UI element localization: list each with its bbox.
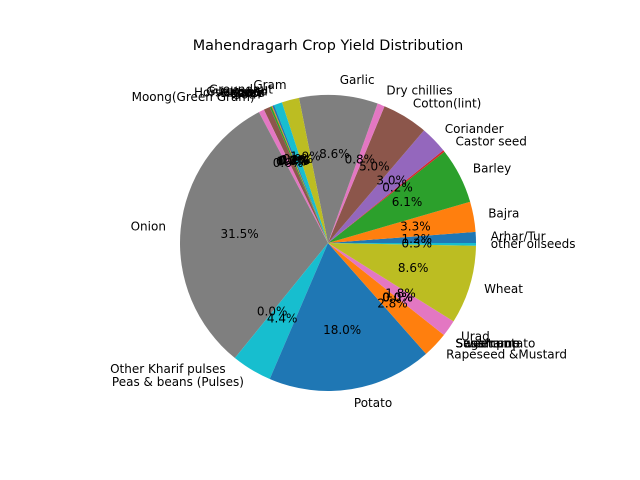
slice-label-barley: Barley xyxy=(473,161,511,175)
slice-label-sesamum: Sesamum xyxy=(456,337,516,351)
slice-label-castor-seed: Castor seed xyxy=(456,134,527,148)
slice-label-bajra: Bajra xyxy=(488,207,519,221)
pie-slice-groundnut xyxy=(274,102,328,243)
pie-slice-guar-seed xyxy=(272,105,328,243)
pct-label-urad: 1.8% xyxy=(385,287,416,301)
pie-slice-potato xyxy=(269,243,427,392)
pie-slice-onion xyxy=(179,112,328,359)
pie-slice-gram xyxy=(281,97,328,243)
pct-label-sannhamp: 0.0% xyxy=(382,291,413,305)
slice-label-cotton-lint: Cotton(lint) xyxy=(413,97,481,111)
chart-title: Mahendragarh Crop Yield Distribution xyxy=(193,38,463,54)
pct-label-bajra: 3.3% xyxy=(400,220,431,234)
pie-slice-urad xyxy=(328,243,454,336)
pct-label-jowar: 0.1% xyxy=(279,153,310,167)
pct-label-onion: 31.5% xyxy=(221,227,259,241)
pie-slice-moong-green-gram xyxy=(258,109,328,243)
pie-slice-wheat xyxy=(328,243,476,322)
pct-label-gram: 1.9% xyxy=(290,150,321,164)
slice-label-dry-chillies: Dry chillies xyxy=(386,84,452,98)
slice-label-wheat: Wheat xyxy=(484,282,523,296)
pie-slice-moth xyxy=(263,106,328,244)
pct-label-horse-gram: 0.2% xyxy=(278,154,309,168)
slice-label-arhar-tur: Arhar/Tur xyxy=(491,229,546,243)
pie-slices xyxy=(179,95,476,392)
slice-label-potato: Potato xyxy=(354,396,392,410)
pct-label-peas-beans-pulses: 4.4% xyxy=(267,312,298,326)
slice-label-sweet-potato: Sweet potato xyxy=(456,337,536,351)
pct-label-rapeseed-mustard: 2.8% xyxy=(377,297,408,311)
pct-label-other-kharif-pulses: 0.0% xyxy=(257,305,288,319)
pct-label-arhar-tur: 1.2% xyxy=(401,232,432,246)
pct-label-coriander: 3.0% xyxy=(376,174,407,188)
pct-label-guar-seed: 0.2% xyxy=(280,153,311,167)
pie-slice-garlic xyxy=(298,95,378,244)
pct-label-sweet-potato: 0.0% xyxy=(382,291,413,305)
slice-label-guar-seed: Guar seed xyxy=(206,84,268,98)
pct-label-garlic: 8.6% xyxy=(319,147,350,161)
pie-slice-arhar-tur xyxy=(328,231,476,243)
pct-label-maize: 0.0% xyxy=(278,154,309,168)
percentage-labels: 1.2%3.3%6.1%0.2%3.0%5.0%0.8%8.6%1.9%0.9%… xyxy=(221,147,432,337)
pie-slice-other-oilseeds xyxy=(328,243,476,246)
pie-slice-bajra xyxy=(328,201,476,243)
slice-label-gram: Gram xyxy=(253,78,286,92)
pct-label-moth: 0.7% xyxy=(276,155,307,169)
slice-label-maize: Maize xyxy=(229,86,264,100)
slice-label-jowar: Jowar xyxy=(232,85,266,99)
slice-label-other-kharif-pulses: Other Kharif pulses xyxy=(110,362,225,376)
pie-slice-peas-beans-pulses xyxy=(234,243,328,380)
slice-labels: Arhar/Tur Bajra Barley Castor seedCoriander… xyxy=(110,73,575,410)
pie-slice-dry-chillies xyxy=(328,103,385,243)
pct-label-wheat: 8.6% xyxy=(398,261,429,275)
slice-label-sannhamp: Sannhamp xyxy=(456,337,520,351)
slice-label-urad: Urad xyxy=(461,329,490,343)
pie-slice-rapeseed-mustard xyxy=(328,243,444,354)
slice-label-rapeseed-mustard: Rapeseed &Mustard xyxy=(446,348,567,362)
slice-label-onion: Onion xyxy=(131,220,166,234)
pct-label-barley: 6.1% xyxy=(392,195,423,209)
slice-label-moong-green-gram: Moong(Green Gram) xyxy=(132,90,255,104)
pct-label-other-oilseeds: 0.3% xyxy=(402,236,433,250)
slice-label-moth: Moth xyxy=(231,87,261,101)
pct-label-castor-seed: 0.2% xyxy=(382,180,413,194)
slice-label-peas-beans-pulses: Peas & beans (Pulses) xyxy=(112,375,244,389)
pct-label-sugarcane: 0.0% xyxy=(382,291,413,305)
slice-label-masoor: Masoor xyxy=(220,86,264,100)
pct-label-groundnut: 0.9% xyxy=(283,152,314,166)
pct-label-sesamum: 0.0% xyxy=(382,291,413,305)
pie-slice-coriander xyxy=(328,130,444,243)
slice-label-other-oilseeds: other oilseeds xyxy=(491,237,576,251)
pie-slice-castor-seed xyxy=(328,150,445,243)
slice-label-garlic: Garlic xyxy=(340,73,375,87)
pct-label-moong-green-gram: 0.6% xyxy=(273,156,304,170)
slice-label-sugarcane: Sugarcane xyxy=(456,337,520,351)
slice-label-horse-gram: Horse-gram xyxy=(194,85,265,99)
pct-label-dry-chillies: 0.8% xyxy=(345,153,376,167)
slice-label-coriander: Coriander xyxy=(445,122,504,136)
pie-slice-jowar xyxy=(271,105,328,243)
pct-label-masoor: 0.0% xyxy=(278,154,309,168)
pie-slice-cotton-lint xyxy=(328,106,424,244)
slice-label-groundnut: Groundnut xyxy=(209,82,273,96)
pie-slice-barley xyxy=(328,151,471,243)
pie-slice-horse-gram xyxy=(269,106,328,244)
pct-label-cotton-lint: 5.0% xyxy=(359,160,390,174)
pct-label-potato: 18.0% xyxy=(323,323,361,337)
